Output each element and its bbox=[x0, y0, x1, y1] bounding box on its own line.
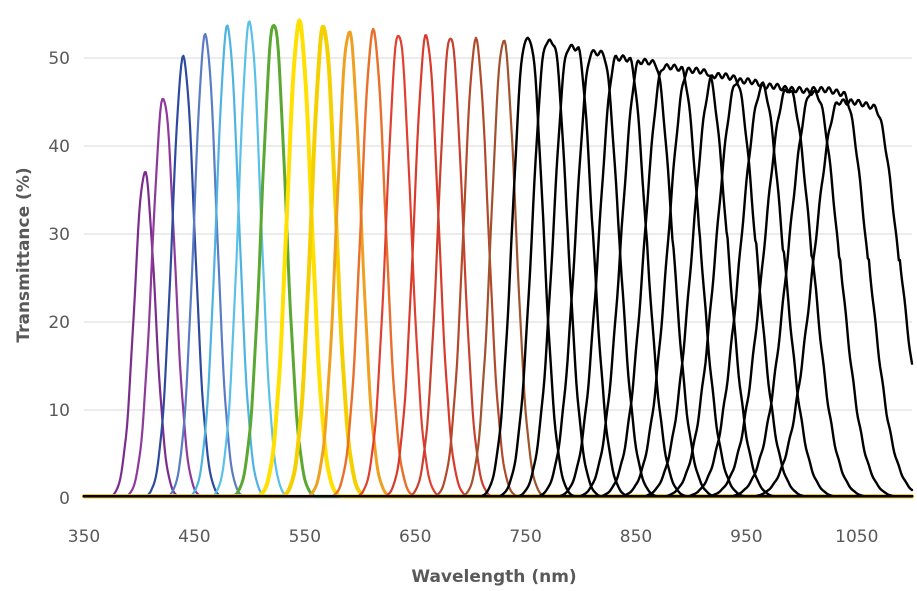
y-tick-label: 30 bbox=[48, 225, 70, 245]
y-axis-title: Transmittance (%) bbox=[14, 167, 34, 342]
x-tick-label: 550 bbox=[289, 527, 321, 547]
y-tick-label: 20 bbox=[48, 313, 70, 333]
x-axis-title: Wavelength (nm) bbox=[411, 567, 576, 587]
y-tick-label: 10 bbox=[48, 401, 70, 421]
filter-curve-838 bbox=[82, 54, 914, 498]
filter-curve-953 bbox=[82, 77, 914, 498]
x-tick-label: 450 bbox=[178, 527, 210, 547]
filter-curve-815 bbox=[82, 49, 914, 498]
filter-curve-793 bbox=[82, 43, 914, 498]
grid-layer bbox=[84, 57, 912, 499]
x-tick-label: 1050 bbox=[835, 527, 878, 547]
x-tick-label: 850 bbox=[620, 527, 652, 547]
x-tick-label: 950 bbox=[730, 527, 762, 547]
x-tick-label: 350 bbox=[68, 527, 100, 547]
y-tick-label: 50 bbox=[48, 49, 70, 69]
tick-layer: 0 10 20 30 40 50 350 450 550 650 750 850 950 1050 bbox=[48, 49, 878, 547]
series-layer bbox=[82, 18, 914, 499]
filter-curve-860 bbox=[82, 57, 914, 498]
x-tick-label: 750 bbox=[509, 527, 541, 547]
filter-curve-1050 bbox=[82, 98, 914, 498]
filter-curve-440 bbox=[82, 54, 914, 498]
y-tick-label: 0 bbox=[59, 489, 70, 509]
x-tick-label: 650 bbox=[399, 527, 431, 547]
y-tick-label: 40 bbox=[48, 137, 70, 157]
